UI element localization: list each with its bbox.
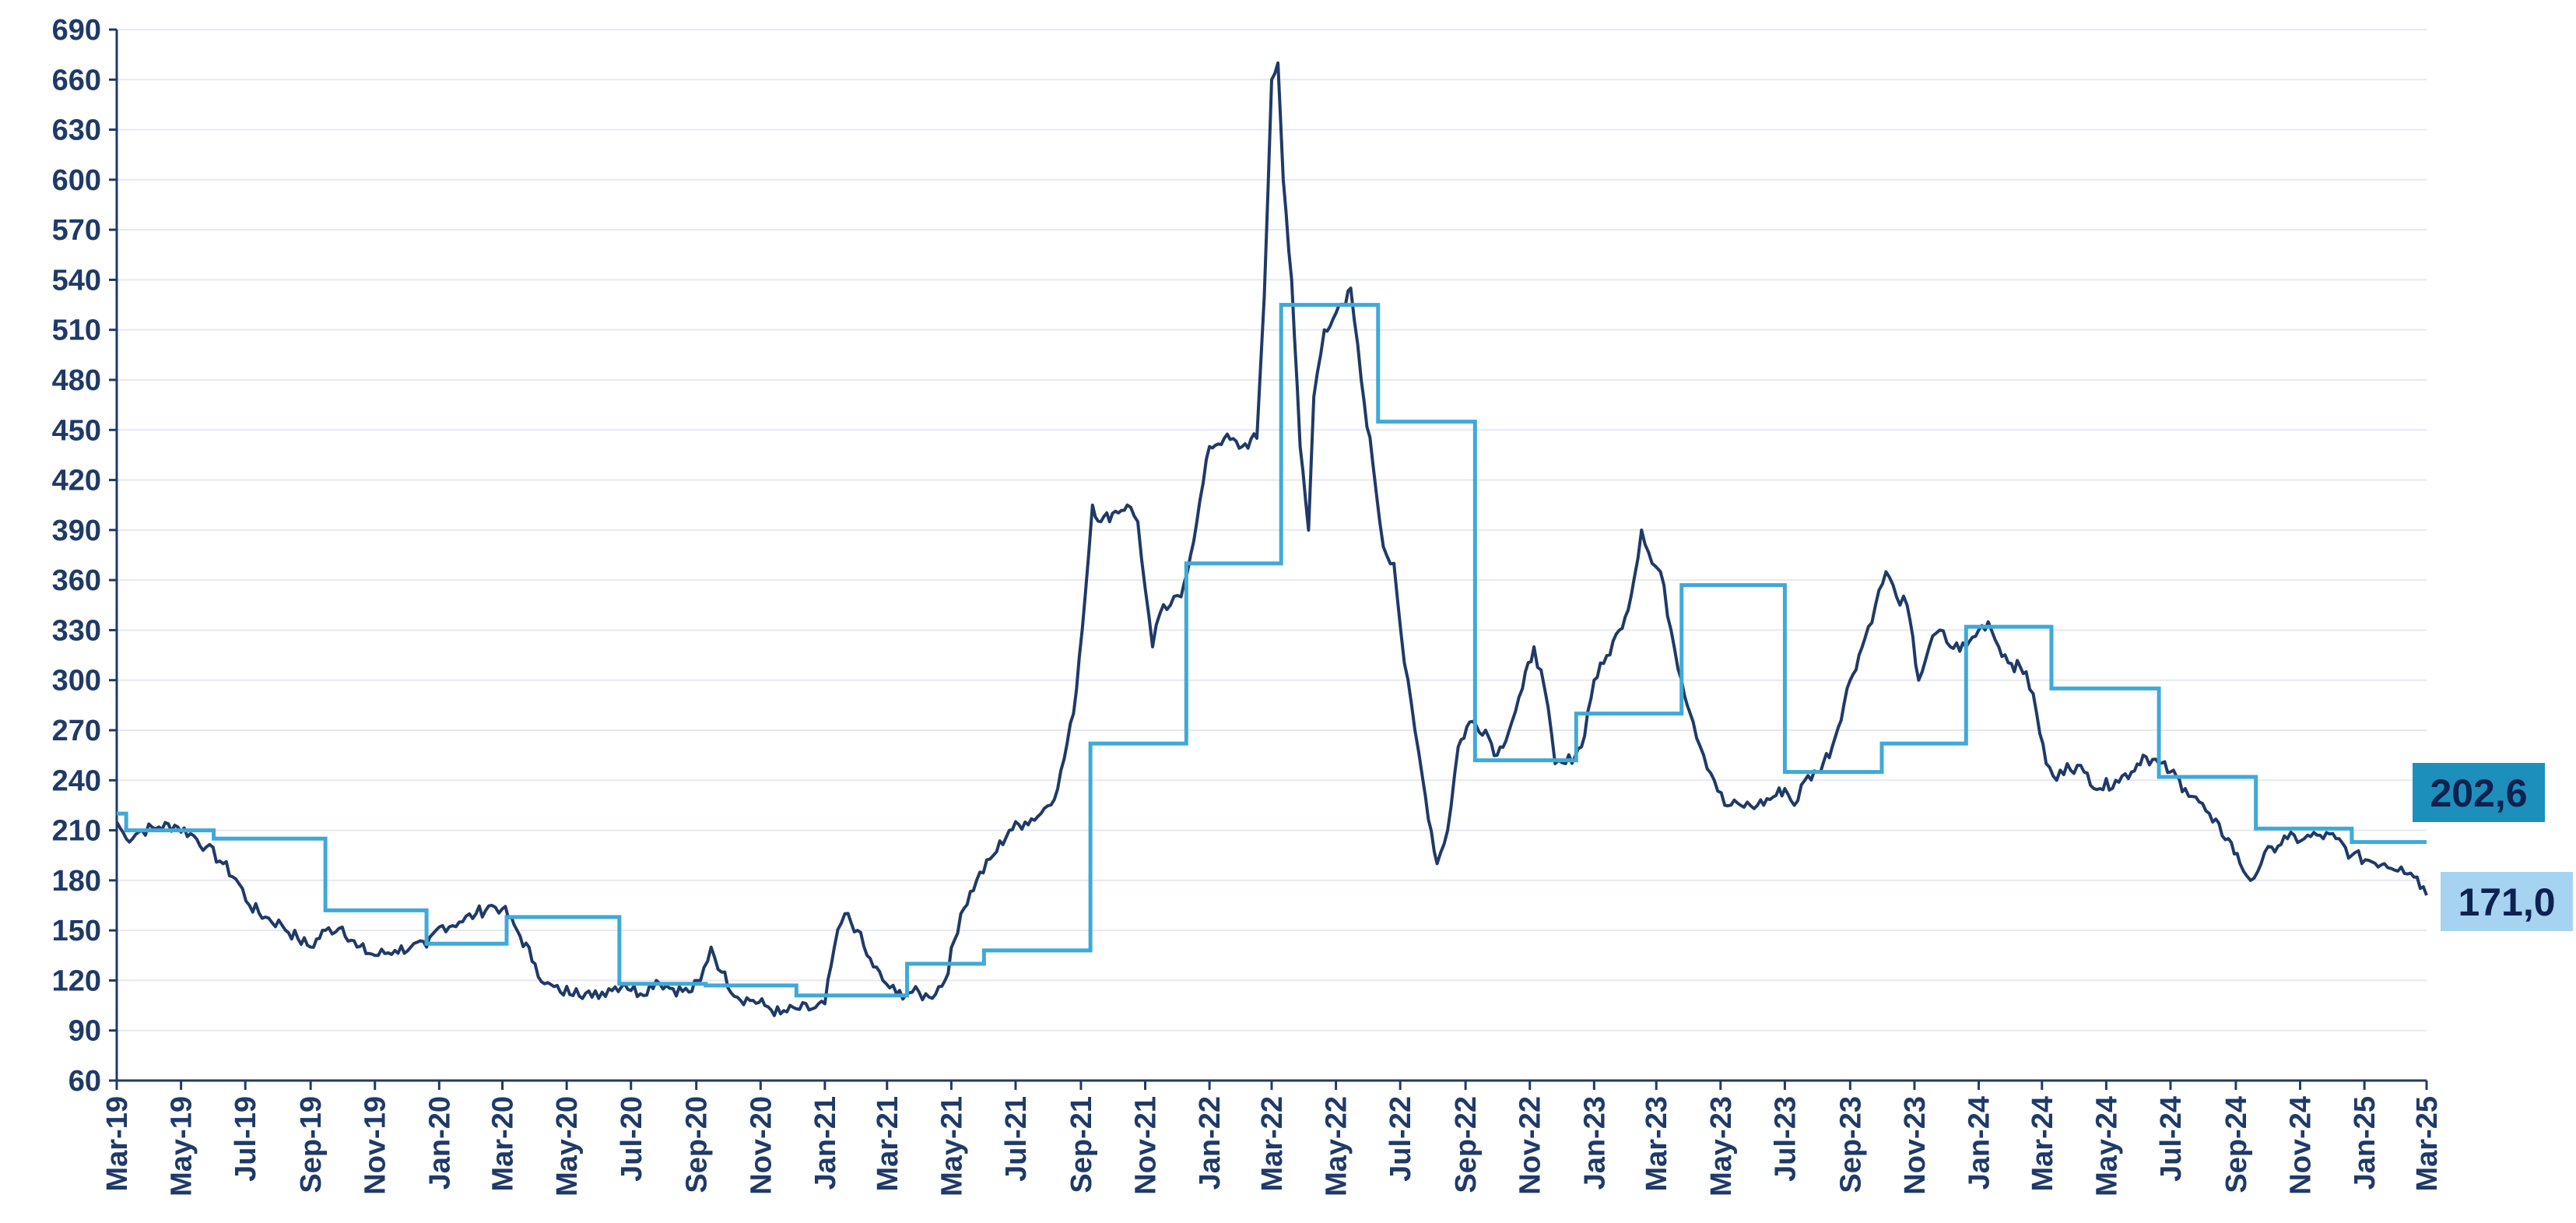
x-tick-label: Nov-19 <box>360 1096 392 1195</box>
y-tick-label: 210 <box>52 815 101 848</box>
x-tick-label: Mar-21 <box>872 1096 904 1192</box>
y-tick-label: 510 <box>52 315 101 347</box>
x-tick-label: May-20 <box>551 1096 584 1197</box>
x-tick-label: Jan-20 <box>423 1096 456 1190</box>
y-tick-label: 60 <box>68 1065 101 1098</box>
y-tick-label: 180 <box>52 865 101 898</box>
x-tick-label: May-22 <box>1321 1096 1353 1197</box>
end-label-text: 171,0 <box>2458 880 2555 924</box>
end-label-box <box>2413 763 2545 822</box>
x-tick-label: Sep-23 <box>1834 1096 1867 1193</box>
x-tick-label: Jul-23 <box>1769 1096 1802 1182</box>
x-tick-label: Mar-22 <box>1256 1096 1289 1192</box>
y-tick-label: 630 <box>52 114 101 147</box>
y-tick-label: 360 <box>52 564 101 597</box>
x-tick-label: May-23 <box>1705 1096 1738 1197</box>
step-end-label: 202,6 <box>2413 763 2545 822</box>
y-tick-label: 570 <box>52 214 101 247</box>
x-axis-tick-labels: Mar-19 May-19 Jul-19 Sep-19 Nov-19 Jan-20 Mar-… <box>101 1081 2444 1197</box>
x-tick-label: Mar-23 <box>1641 1096 1673 1192</box>
y-tick-label: 240 <box>52 764 101 797</box>
x-tick-label: Nov-24 <box>2285 1096 2318 1195</box>
x-tick-label: May-24 <box>2090 1096 2123 1197</box>
y-tick-label: 270 <box>52 715 101 747</box>
y-tick-label: 390 <box>52 515 101 547</box>
series-lines <box>115 61 2428 1017</box>
y-tick-label: 120 <box>52 965 101 997</box>
x-tick-label: Jul-22 <box>1385 1096 1417 1182</box>
end-label-box <box>2441 872 2573 931</box>
y-tick-label: 150 <box>52 915 101 947</box>
x-tick-label: Sep-24 <box>2220 1096 2253 1193</box>
x-tick-label: Mar-24 <box>2027 1096 2059 1192</box>
x-tick-label: Sep-21 <box>1065 1096 1098 1193</box>
y-axis-tick-labels: 690 660 630 600 570 540 510 480 450 420 390 360 330 3… <box>52 14 117 1098</box>
x-tick-label: Jan-24 <box>1964 1096 1996 1190</box>
y-tick-label: 480 <box>52 364 101 397</box>
x-tick-label: Mar-25 <box>2411 1096 2444 1192</box>
x-tick-label: Sep-20 <box>681 1096 714 1193</box>
step-series-line <box>117 303 2427 998</box>
y-tick-label: 690 <box>52 14 101 47</box>
end-value-labels: 202,6 171,0 <box>2413 763 2573 931</box>
x-tick-label: Jul-24 <box>2155 1096 2188 1182</box>
y-tick-label: 300 <box>52 665 101 698</box>
x-tick-label: Jan-22 <box>1194 1096 1227 1190</box>
grid-lines <box>117 29 2427 1031</box>
x-tick-label: Nov-20 <box>745 1096 777 1195</box>
y-tick-label: 420 <box>52 465 101 497</box>
daily-series-line <box>115 61 2428 1017</box>
x-tick-label: Nov-23 <box>1899 1096 1932 1195</box>
x-tick-label: May-19 <box>166 1096 198 1197</box>
x-tick-label: Nov-22 <box>1514 1096 1547 1195</box>
y-tick-label: 330 <box>52 614 101 647</box>
x-tick-label: Jul-20 <box>616 1096 648 1182</box>
daily-end-label: 171,0 <box>2441 872 2573 931</box>
x-tick-label: Mar-20 <box>487 1096 520 1192</box>
y-tick-label: 90 <box>68 1015 101 1048</box>
x-tick-label: Jan-25 <box>2349 1096 2381 1190</box>
x-tick-label: Jul-19 <box>230 1096 262 1182</box>
x-tick-label: Sep-22 <box>1450 1096 1483 1193</box>
x-tick-label: Jan-23 <box>1578 1096 1611 1190</box>
x-tick-label: Jan-21 <box>809 1096 842 1190</box>
y-tick-label: 450 <box>52 414 101 447</box>
x-tick-label: Mar-19 <box>101 1096 134 1192</box>
x-tick-label: May-21 <box>935 1096 968 1197</box>
end-label-text: 202,6 <box>2430 771 2527 815</box>
y-tick-label: 660 <box>52 64 101 97</box>
y-tick-label: 540 <box>52 264 101 297</box>
x-tick-label: Sep-19 <box>295 1096 328 1193</box>
y-tick-label: 600 <box>52 164 101 197</box>
x-tick-label: Nov-21 <box>1130 1096 1163 1195</box>
x-tick-label: Jul-21 <box>1000 1096 1033 1182</box>
